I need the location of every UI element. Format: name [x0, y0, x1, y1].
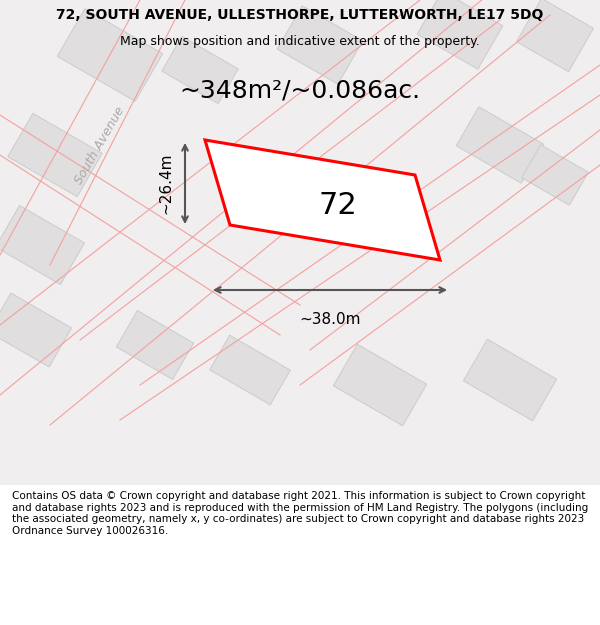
- Polygon shape: [57, 9, 163, 101]
- Polygon shape: [296, 185, 364, 245]
- Text: ~348m²/~0.086ac.: ~348m²/~0.086ac.: [179, 78, 421, 102]
- Polygon shape: [0, 293, 71, 367]
- Polygon shape: [456, 107, 544, 183]
- Polygon shape: [116, 311, 194, 379]
- Polygon shape: [0, 206, 85, 284]
- Text: Map shows position and indicative extent of the property.: Map shows position and indicative extent…: [120, 35, 480, 48]
- Polygon shape: [463, 339, 557, 421]
- Text: 72: 72: [318, 191, 357, 219]
- Polygon shape: [521, 145, 589, 205]
- Polygon shape: [8, 113, 102, 197]
- Text: South Avenue: South Avenue: [73, 104, 127, 186]
- Polygon shape: [334, 344, 427, 426]
- Text: 72, SOUTH AVENUE, ULLESTHORPE, LUTTERWORTH, LE17 5DQ: 72, SOUTH AVENUE, ULLESTHORPE, LUTTERWOR…: [56, 8, 544, 22]
- Polygon shape: [205, 140, 440, 260]
- Polygon shape: [162, 36, 238, 104]
- Polygon shape: [209, 335, 290, 405]
- Text: ~38.0m: ~38.0m: [299, 312, 361, 327]
- Polygon shape: [417, 0, 503, 69]
- Polygon shape: [277, 6, 363, 84]
- Text: ~26.4m: ~26.4m: [158, 152, 173, 214]
- Text: Contains OS data © Crown copyright and database right 2021. This information is : Contains OS data © Crown copyright and d…: [12, 491, 588, 536]
- Polygon shape: [517, 0, 593, 72]
- Polygon shape: [362, 195, 428, 255]
